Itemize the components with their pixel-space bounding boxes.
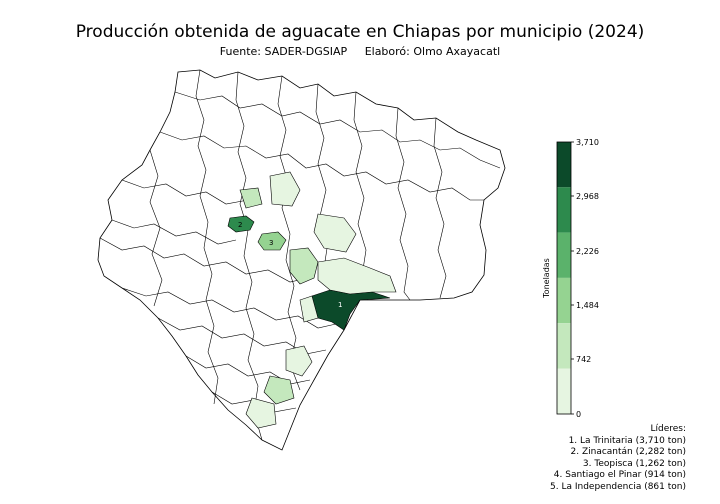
leader-item-2: 2. Zinacantán (2,282 ton) — [570, 447, 687, 458]
colorbar-tick-2226: 2,226 — [576, 247, 599, 256]
colorbar-bin-5 — [557, 187, 571, 233]
author-text: Elaboró: Olmo Axayacatl — [364, 45, 501, 58]
colorbar-bin-1 — [557, 368, 571, 414]
municipio-region-g — [263, 375, 295, 405]
colorbar-tick-1484: 1,484 — [576, 301, 599, 310]
colorbar-tick-0: 0 — [576, 410, 581, 419]
municipio-region-b — [317, 257, 397, 295]
colorbar-bin-6 — [557, 142, 571, 188]
map-title: Producción obtenida de aguacate en Chiap… — [75, 22, 645, 42]
municipio-region-c — [313, 213, 357, 253]
colorbar-label: Toneladas — [542, 258, 551, 299]
source-text: Fuente: SADER-DGSIAP — [219, 45, 348, 58]
map-label-2: 2 — [238, 221, 242, 229]
municipio-region-f — [285, 345, 313, 377]
map-subtitle: Fuente: SADER-DGSIAP Elaboró: Olmo Axaya… — [0, 45, 720, 58]
colorbar-tick-3710: 3,710 — [576, 138, 599, 147]
colorbar-tick-2968: 2,968 — [576, 192, 599, 201]
colorbar-frame — [556, 141, 572, 415]
leaders-heading: Líderes: — [650, 424, 686, 434]
map-label-3: 3 — [269, 239, 273, 247]
leader-item-4: 4. Santiago el Pinar (914 ton) — [553, 470, 686, 481]
leader-item-5: 5. La Independencia (861 ton) — [550, 481, 686, 492]
municipio-region-e — [239, 187, 263, 209]
municipio-region-h — [245, 397, 277, 429]
shaded-municipalities — [227, 171, 397, 429]
municipio-teopisca — [257, 231, 287, 251]
municipio-zinacantan — [227, 215, 255, 233]
colorbar-tick-742: 742 — [576, 355, 591, 364]
municipio-region-i — [299, 295, 319, 323]
colorbar-bin-4 — [557, 232, 571, 278]
map-label-1: 1 — [338, 301, 342, 309]
leader-item-3: 3. Teopisca (1,262 ton) — [582, 458, 686, 469]
colorbar-bin-3 — [557, 277, 571, 324]
municipio-region-d — [269, 171, 301, 207]
municipio-region-a — [289, 247, 319, 285]
colorbar: 3,710 2,968 2,226 1,484 742 0 Toneladas — [542, 138, 599, 419]
leaders-legend: Líderes: 1. La Trinitaria (3,710 ton) 2.… — [550, 424, 686, 494]
leader-item-1: 1. La Trinitaria (3,710 ton) — [568, 435, 686, 446]
colorbar-bin-2 — [557, 323, 571, 369]
municipality-boundaries — [99, 69, 501, 441]
